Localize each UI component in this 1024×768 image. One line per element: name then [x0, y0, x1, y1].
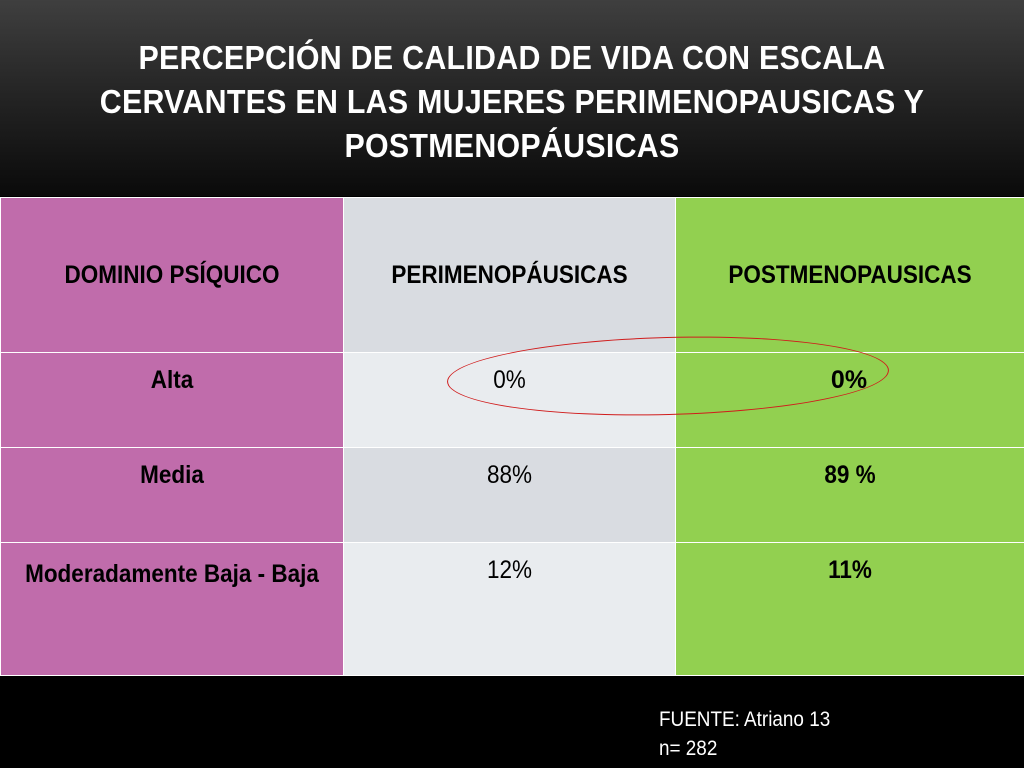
header-post-label: POSTMENOPAUSICAS: [728, 260, 972, 289]
source-line: FUENTE: Atriano 13: [659, 708, 831, 731]
header-cell-peri: PERIMENOPÁUSICAS: [343, 197, 676, 353]
post-value-alta: 0%: [830, 366, 868, 394]
row-label-media: Media: [140, 461, 204, 489]
title-band: [0, 0, 1024, 196]
row-label-alta: Alta: [150, 366, 194, 394]
peri-value-alta: 0%: [493, 366, 526, 394]
header-peri-label: PERIMENOPÁUSICAS: [391, 260, 628, 289]
header-cell-post: POSTMENOPAUSICAS: [675, 197, 1024, 353]
table-row: Alta 0% 0%: [0, 352, 1024, 448]
row-label-baja: Moderadamente Baja - Baja: [25, 560, 319, 588]
post-value-media: 89 %: [824, 461, 876, 489]
slide-title: PERCEPCIÓN DE CALIDAD DE VIDA CON ESCALA…: [99, 39, 925, 164]
post-value-cell: 89 %: [675, 447, 1024, 543]
peri-value-media: 88%: [486, 461, 533, 489]
peri-value-cell: 88%: [343, 447, 676, 543]
source-note: FUENTE: Atriano 13 n= 282: [659, 705, 830, 763]
peri-value-cell: 12%: [343, 542, 676, 676]
header-domain-label: DOMINIO PSÍQUICO: [64, 260, 280, 289]
table-row: Moderadamente Baja - Baja 12% 11%: [0, 542, 1024, 676]
peri-value-baja: 12%: [486, 556, 533, 584]
header-cell-domain: DOMINIO PSÍQUICO: [0, 197, 344, 353]
row-label-cell: Alta: [0, 352, 344, 448]
table-row: Media 88% 89 %: [0, 447, 1024, 543]
post-value-cell: 0%: [675, 352, 1024, 448]
post-value-cell: 11%: [675, 542, 1024, 676]
results-table: DOMINIO PSÍQUICO PERIMENOPÁUSICAS POSTME…: [0, 197, 1024, 676]
sample-size-line: n= 282: [659, 737, 718, 760]
post-value-baja: 11%: [828, 556, 872, 584]
row-label-cell: Moderadamente Baja - Baja: [0, 542, 344, 676]
table-header-row: DOMINIO PSÍQUICO PERIMENOPÁUSICAS POSTME…: [0, 197, 1024, 353]
row-label-cell: Media: [0, 447, 344, 543]
peri-value-cell: 0%: [343, 352, 676, 448]
